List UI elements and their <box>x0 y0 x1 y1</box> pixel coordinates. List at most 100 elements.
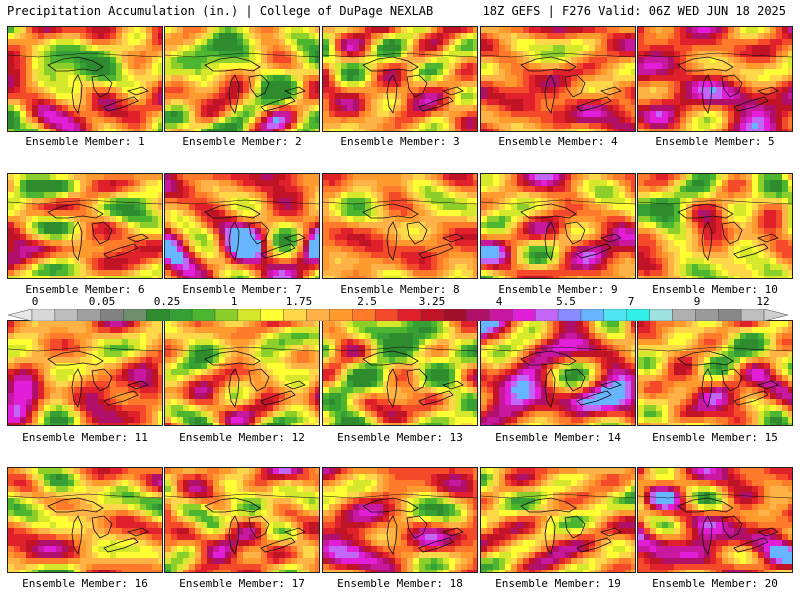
lake-outline <box>564 368 586 392</box>
ensemble-member-map <box>164 320 320 426</box>
lake-outline <box>756 527 779 537</box>
ensemble-member-caption: Ensemble Member: 20 <box>652 577 778 590</box>
lake-outline <box>733 96 769 112</box>
lake-outline <box>126 233 149 243</box>
ensemble-member-map <box>164 467 320 573</box>
colorbar-tick-label: 3.25 <box>418 295 446 308</box>
border-line <box>323 199 477 205</box>
lake-outline <box>564 221 586 245</box>
lake-outline <box>441 233 464 243</box>
colorbar-swatch <box>557 309 582 321</box>
lake-outline <box>701 221 713 262</box>
colorbar-tick-label: 7 <box>627 295 635 308</box>
lake-outline <box>441 527 464 537</box>
precipitation-field <box>323 174 477 278</box>
ensemble-member-caption: Ensemble Member: 14 <box>495 431 621 444</box>
ensemble-member-map <box>637 467 793 573</box>
ensemble-member-caption: Ensemble Member: 17 <box>179 577 305 590</box>
ensemble-member-map <box>322 26 478 132</box>
lake-outline <box>362 203 419 219</box>
lake-outline <box>47 497 104 513</box>
lake-outline <box>103 390 139 406</box>
lake-outline <box>564 74 586 98</box>
ensemble-member-map <box>322 320 478 426</box>
lake-outline <box>228 221 240 262</box>
ensemble-member-caption: Ensemble Member: 11 <box>22 431 148 444</box>
border-line <box>481 346 635 352</box>
ensemble-member-caption: Ensemble Member: 13 <box>337 431 463 444</box>
lake-outline <box>91 368 113 392</box>
ensemble-member-map <box>7 467 163 573</box>
lake-outline <box>228 74 240 115</box>
precipitation-field <box>481 27 635 131</box>
lake-outline <box>756 86 779 96</box>
lake-outline <box>126 527 149 537</box>
colorbar-swatch <box>260 309 284 321</box>
colorbar-tick-label: 0.25 <box>153 295 181 308</box>
border-line <box>165 52 319 58</box>
ensemble-member-caption: Ensemble Member: 18 <box>337 577 463 590</box>
colorbar-swatch <box>306 309 330 321</box>
border-line <box>481 199 635 205</box>
lake-outline <box>520 203 577 219</box>
lake-outline <box>576 390 612 406</box>
lake-outline <box>283 86 306 96</box>
colorbar-swatch <box>54 309 78 321</box>
lake-outline <box>204 350 261 366</box>
lake-outline <box>520 56 577 72</box>
lake-outline <box>520 350 577 366</box>
lake-outline <box>228 515 240 556</box>
ensemble-member-map <box>480 320 636 426</box>
colorbar-tick-label: 5.5 <box>556 295 576 308</box>
border-line <box>638 199 792 205</box>
lake-outline <box>721 515 743 539</box>
border-line <box>165 199 319 205</box>
lake-outline <box>406 221 428 245</box>
ensemble-member-caption: Ensemble Member: 19 <box>495 577 621 590</box>
precipitation-field <box>323 468 477 572</box>
border-line <box>323 52 477 58</box>
precipitation-field <box>638 174 792 278</box>
lake-outline <box>260 96 296 112</box>
lake-outline <box>362 497 419 513</box>
precipitation-field <box>8 468 162 572</box>
colorbar-swatch <box>443 309 467 321</box>
ensemble-member-map <box>164 26 320 132</box>
lake-outline <box>91 221 113 245</box>
lake-outline <box>576 96 612 112</box>
lake-outline <box>260 390 296 406</box>
lake-outline <box>544 221 556 262</box>
colorbar-swatch <box>603 309 627 321</box>
lake-outline <box>701 515 713 556</box>
ensemble-member-caption: Ensemble Member: 6 <box>25 283 145 296</box>
lake-outline <box>406 74 428 98</box>
precipitation-field <box>638 27 792 131</box>
lake-outline <box>599 233 622 243</box>
colorbar-tick-label: 1 <box>230 295 238 308</box>
lake-outline <box>677 350 734 366</box>
lake-outline <box>71 515 83 556</box>
precipitation-field <box>165 468 319 572</box>
ensemble-member-map <box>7 26 163 132</box>
colorbar-swatch <box>626 309 650 321</box>
colorbar-swatch <box>740 309 765 321</box>
colorbar-tick-label: 4 <box>495 295 503 308</box>
lake-outline <box>544 515 556 556</box>
lake-outline <box>599 380 622 390</box>
colorbar-swatch <box>420 309 444 321</box>
ensemble-member-map <box>164 173 320 279</box>
lake-outline <box>47 56 104 72</box>
colorbar-tick-label: 12 <box>756 295 770 308</box>
precipitation-field <box>481 468 635 572</box>
lake-outline <box>733 537 769 553</box>
colorbar-swatch <box>489 309 513 321</box>
ensemble-member-map <box>637 173 793 279</box>
precipitation-field <box>638 468 792 572</box>
lake-outline <box>283 233 306 243</box>
lake-outline <box>733 243 769 259</box>
ensemble-member-caption: Ensemble Member: 4 <box>498 135 618 148</box>
lake-outline <box>260 243 296 259</box>
lake-outline <box>91 515 113 539</box>
lake-outline <box>564 515 586 539</box>
valid-time-label: 18Z GEFS | F276 Valid: 06Z WED JUN 18 20… <box>482 4 786 18</box>
